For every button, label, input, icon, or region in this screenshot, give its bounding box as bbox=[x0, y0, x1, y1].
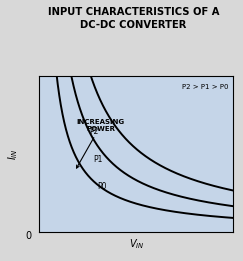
Text: INPUT CHARACTERISTICS OF A: INPUT CHARACTERISTICS OF A bbox=[48, 7, 219, 16]
Text: DC-DC CONVERTER: DC-DC CONVERTER bbox=[80, 20, 187, 29]
Text: $\mathregular{I_{IN}}$: $\mathregular{I_{IN}}$ bbox=[7, 148, 20, 160]
Text: $\mathregular{V_{IN}}$: $\mathregular{V_{IN}}$ bbox=[130, 237, 145, 251]
Text: P0: P0 bbox=[97, 182, 107, 191]
Text: P1: P1 bbox=[93, 155, 103, 164]
Text: P2: P2 bbox=[89, 127, 99, 136]
Text: INCREASING
POWER: INCREASING POWER bbox=[76, 120, 124, 168]
Text: 0: 0 bbox=[25, 231, 31, 241]
Text: P2 > P1 > P0: P2 > P1 > P0 bbox=[182, 84, 228, 90]
